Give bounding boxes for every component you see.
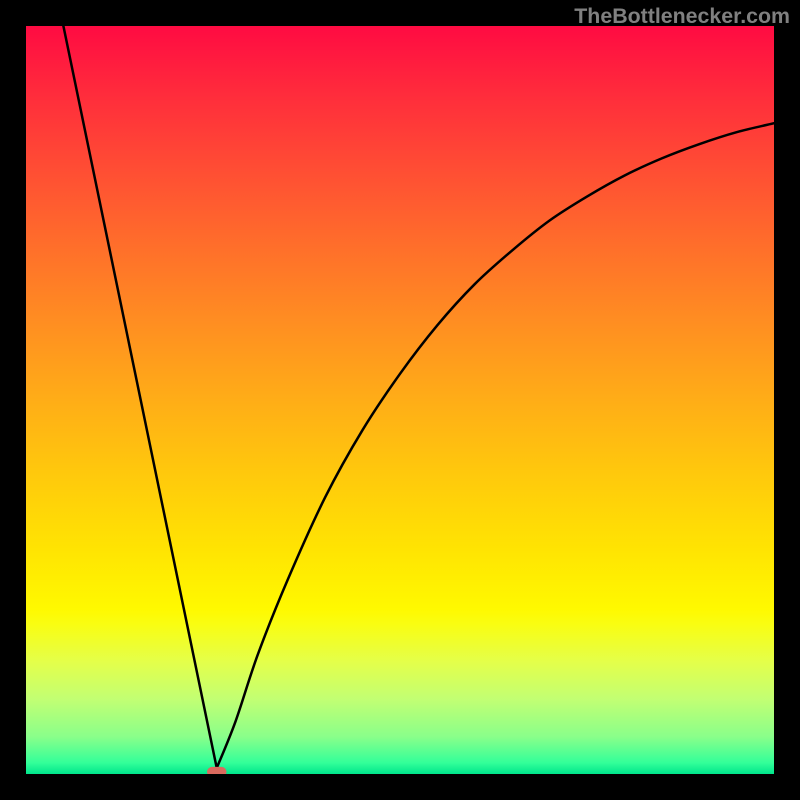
chart-container: { "watermark": { "text": "TheBottlenecke… xyxy=(0,0,800,800)
gradient-background xyxy=(26,26,774,774)
bottleneck-chart xyxy=(0,0,800,800)
watermark-text: TheBottlenecker.com xyxy=(574,4,790,29)
